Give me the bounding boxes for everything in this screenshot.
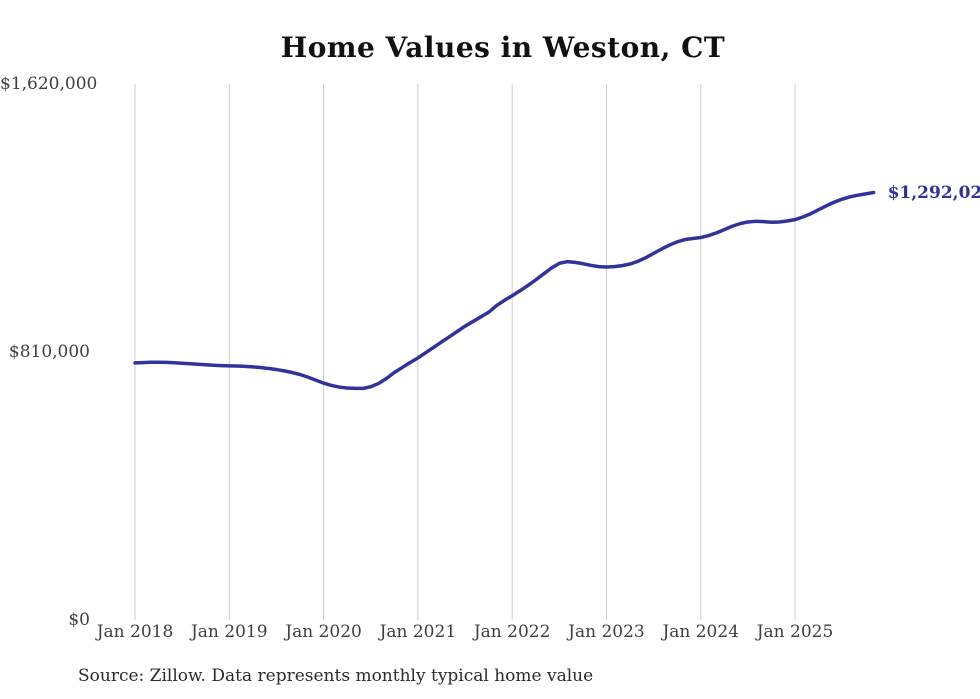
y-axis-tick-label: $0 bbox=[68, 610, 90, 630]
y-axis-tick-label: $1,620,000 bbox=[0, 74, 98, 94]
chart-title: Home Values in Weston, CT bbox=[280, 31, 726, 64]
latest-value-label: $1,292,022 bbox=[887, 182, 980, 203]
x-axis-tick-label: Jan 2023 bbox=[568, 622, 645, 642]
x-axis-tick-label: Jan 2025 bbox=[756, 622, 834, 642]
x-axis-tick-label: Jan 2022 bbox=[473, 622, 551, 642]
x-axis-tick-label: Jan 2024 bbox=[662, 622, 740, 642]
x-axis-tick-label: Jan 2021 bbox=[379, 622, 457, 642]
x-axis-tick-label: Jan 2018 bbox=[96, 622, 174, 642]
y-axis-tick-label: $810,000 bbox=[8, 342, 90, 362]
source-note: Source: Zillow. Data represents monthly … bbox=[78, 666, 594, 686]
x-axis-tick-label: Jan 2020 bbox=[285, 622, 362, 642]
home-value-line bbox=[133, 190, 876, 391]
x-axis-tick-label: Jan 2019 bbox=[190, 622, 268, 642]
